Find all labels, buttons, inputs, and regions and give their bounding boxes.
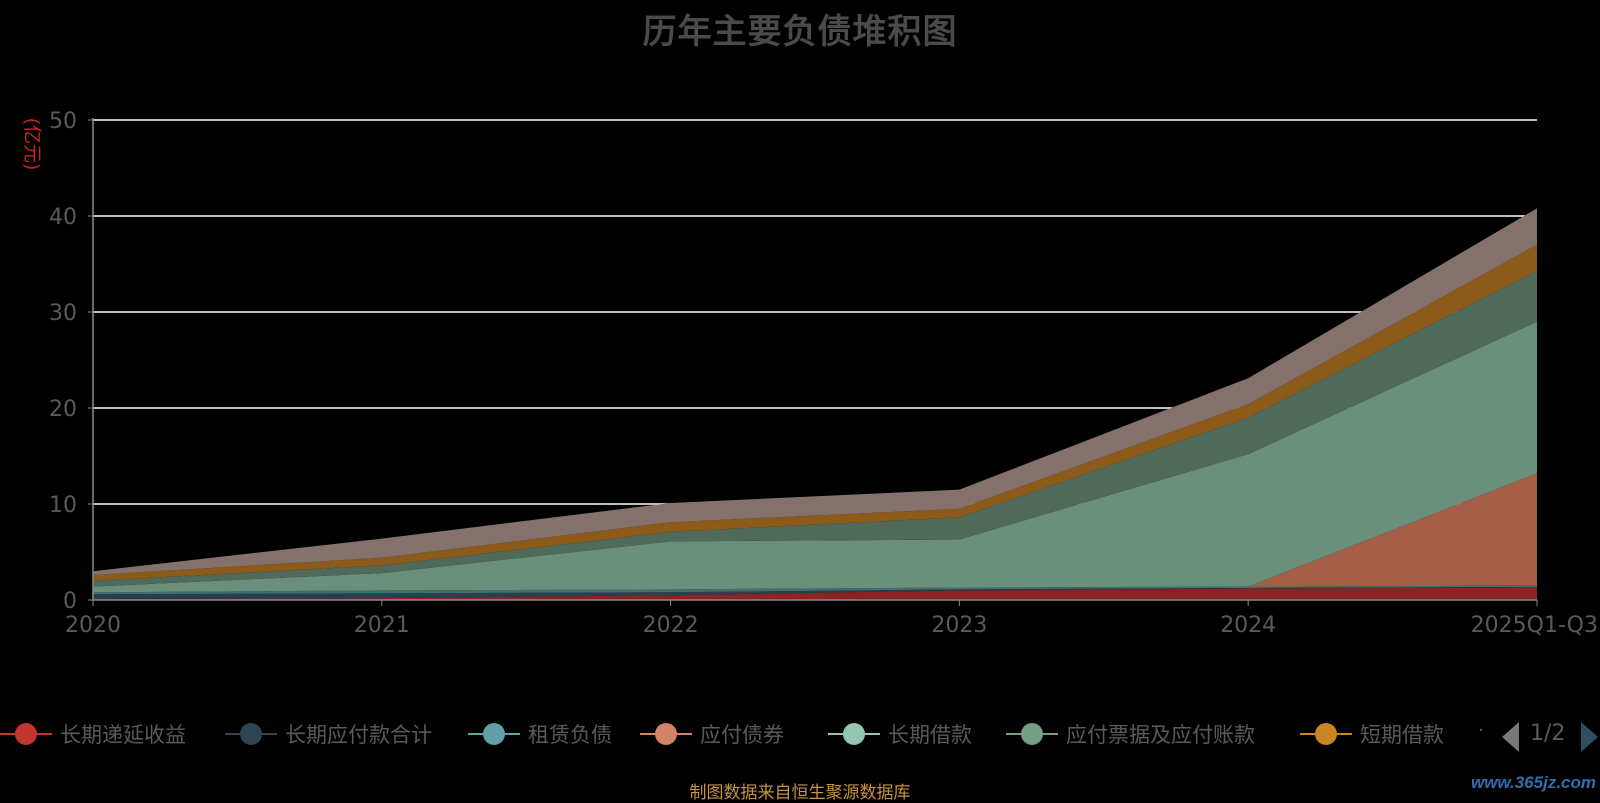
y-tick-label: 0 xyxy=(63,589,77,614)
legend-prev-page-icon[interactable] xyxy=(1502,722,1519,752)
legend-marker-dot xyxy=(843,723,865,745)
legend-page-indicator: 1/2 xyxy=(1530,721,1566,746)
legend-item[interactable]: 应付票据及应付账款 xyxy=(1006,712,1255,756)
x-tick-label: 2020 xyxy=(65,613,121,638)
legend-ellipsis: · xyxy=(1478,720,1484,741)
legend-marker-icon xyxy=(1300,712,1352,756)
legend-label: 长期借款 xyxy=(888,723,972,747)
y-tick-label: 40 xyxy=(49,205,77,230)
x-tick-label: 2021 xyxy=(354,613,410,638)
y-tick-labels: 0 10 20 30 40 50 xyxy=(49,109,93,614)
area-series-7[interactable] xyxy=(93,244,1537,581)
area-series-8[interactable] xyxy=(93,208,1537,576)
y-tick-label: 30 xyxy=(49,301,77,326)
axes xyxy=(92,118,1537,601)
y-unit-label: (亿元) xyxy=(21,118,43,171)
x-tick-label: 2025Q1-Q3 xyxy=(1471,613,1598,638)
legend-marker-icon xyxy=(828,712,880,756)
y-tick-label: 50 xyxy=(49,109,77,134)
legend-label: 租赁负债 xyxy=(528,723,612,747)
site-watermark: www.365jz.com xyxy=(1470,773,1596,792)
area-series-4[interactable] xyxy=(93,473,1537,593)
y-tick-label: 10 xyxy=(49,493,77,518)
chart-title: 历年主要负债堆积图 xyxy=(642,12,958,52)
x-tick-label: 2022 xyxy=(643,613,699,638)
legend-marker-dot xyxy=(1315,723,1337,745)
legend-marker-icon xyxy=(0,712,52,756)
legend-next-page-icon[interactable] xyxy=(1581,722,1598,752)
legend-item[interactable]: 应付债券 xyxy=(640,712,784,756)
legend-label: 长期递延收益 xyxy=(60,723,186,747)
legend-marker-icon xyxy=(640,712,692,756)
x-tick-label: 2024 xyxy=(1220,613,1276,638)
legend-label: 长期应付款合计 xyxy=(285,723,432,747)
legend-item[interactable]: 长期应付款合计 xyxy=(225,712,432,756)
area-series-2[interactable] xyxy=(93,587,1537,599)
legend-item[interactable]: 租赁负债 xyxy=(468,712,612,756)
legend-label: 短期借款 xyxy=(1360,723,1444,747)
legend-label: 应付票据及应付账款 xyxy=(1066,723,1255,747)
legend-item[interactable]: 短期借款 xyxy=(1300,712,1444,756)
legend-pager: 1/2 xyxy=(1500,720,1600,752)
area-series-6[interactable] xyxy=(93,270,1537,587)
legend-item[interactable]: 长期借款 xyxy=(828,712,972,756)
area-series-1[interactable] xyxy=(93,587,1537,601)
x-tick-label: 2023 xyxy=(931,613,987,638)
data-source-note: 制图数据来自恒生聚源数据库 xyxy=(689,783,911,803)
x-tick-labels: 2020 2021 2022 2023 2024 2025Q1-Q3 xyxy=(65,600,1598,638)
legend-item[interactable]: 长期递延收益 xyxy=(0,712,186,756)
area-series-5[interactable] xyxy=(93,321,1537,593)
legend-marker-dot xyxy=(15,723,37,745)
legend-marker-icon xyxy=(468,712,520,756)
legend-marker-dot xyxy=(483,723,505,745)
chart-legend: 长期递延收益 长期应付款合计 租赁负债 应付债券 长期借款 应付票据及应付账款 短期借款 · xyxy=(0,712,1600,756)
area-series-layer xyxy=(93,208,1537,600)
legend-marker-icon xyxy=(1006,712,1058,756)
area-series-3[interactable] xyxy=(93,585,1537,595)
legend-marker-dot xyxy=(655,723,677,745)
legend-marker-dot xyxy=(240,723,262,745)
y-tick-label: 20 xyxy=(49,397,77,422)
legend-marker-dot xyxy=(1021,723,1043,745)
legend-label: 应付债券 xyxy=(700,723,784,747)
legend-marker-icon xyxy=(225,712,277,756)
